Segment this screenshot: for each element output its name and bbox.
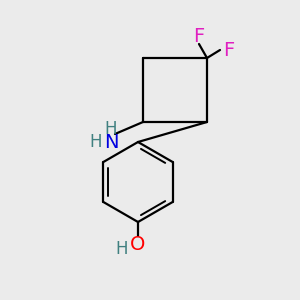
Text: N: N xyxy=(104,133,118,152)
Text: H: H xyxy=(116,240,128,258)
Text: H: H xyxy=(90,133,102,151)
Text: O: O xyxy=(130,235,146,254)
Text: H: H xyxy=(105,120,117,138)
Text: F: F xyxy=(194,26,205,46)
Text: F: F xyxy=(224,40,235,59)
